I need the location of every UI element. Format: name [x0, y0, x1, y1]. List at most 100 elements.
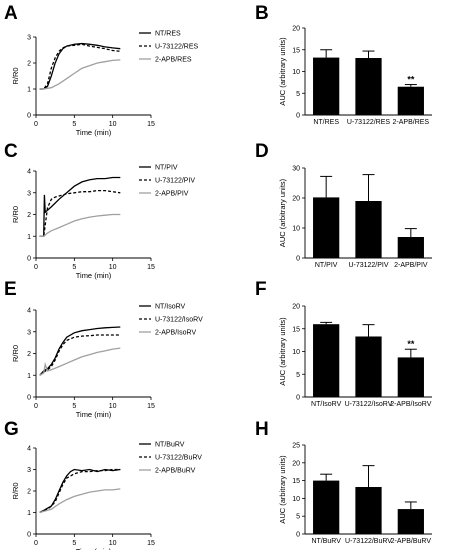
- x-tick-label: 5: [72, 264, 76, 271]
- y-axis-label: R/R0: [11, 67, 20, 84]
- x-tick-label: 15: [147, 403, 155, 410]
- legend-label: 2-APB/RES: [155, 57, 192, 64]
- legend-label: NT/PIV: [155, 165, 178, 172]
- panel-letter: E: [4, 279, 17, 300]
- y-tick-label: 1: [27, 87, 31, 94]
- y-tick-label: 10: [292, 69, 300, 76]
- y-tick-label: 3: [27, 35, 31, 42]
- y-tick-label: 2: [27, 489, 31, 496]
- y-tick-label: 10: [292, 496, 300, 503]
- series-line: [39, 43, 121, 90]
- y-tick-label: 15: [292, 47, 300, 54]
- category-label: NT/BuRV: [311, 538, 341, 545]
- y-tick-label: 2: [27, 351, 31, 358]
- y-tick-label: 3: [27, 190, 31, 197]
- y-axis-label: R/R0: [11, 482, 20, 499]
- y-axis-label: R/R0: [11, 206, 20, 223]
- panel-letter: F: [255, 279, 267, 300]
- y-tick-label: 1: [27, 373, 31, 380]
- legend-label: U-73122/BuRV: [155, 455, 202, 462]
- x-tick-label: 0: [34, 403, 38, 410]
- legend-label: 2-APB/PIV: [155, 191, 189, 198]
- y-tick-label: 0: [27, 113, 31, 120]
- y-tick-label: 0: [27, 395, 31, 402]
- x-tick-label: 15: [147, 121, 155, 128]
- y-axis-label: AUC (arbitrary units): [278, 37, 287, 106]
- series-line: [39, 468, 121, 514]
- x-tick-label: 0: [34, 121, 38, 128]
- bar: [397, 86, 424, 115]
- y-tick-label: 0: [296, 113, 300, 120]
- category-label: 2-APB/PIV: [394, 262, 428, 269]
- y-tick-label: 10: [292, 226, 300, 233]
- panel-letter: H: [255, 419, 269, 440]
- bar-chart-panel: F 0 5 10 15 20 AUC (arbitrary units) NT/IsoRV U-…: [255, 279, 432, 408]
- x-tick-label: 15: [147, 264, 155, 271]
- series-line: [39, 468, 121, 514]
- legend-label: NT/BuRV: [155, 442, 185, 449]
- panel-letter: C: [4, 141, 18, 162]
- y-tick-label: 2: [27, 61, 31, 68]
- legend-label: U-73122/PIV: [155, 178, 195, 185]
- line-chart-panel: C 0 1 2 3 4 0 5 10 15 Time (min) R/R0 NT/PIV U-73122/…: [4, 141, 195, 280]
- significance-label: **: [407, 75, 415, 85]
- significance-label: **: [407, 339, 415, 349]
- x-tick-label: 10: [109, 264, 117, 271]
- y-tick-label: 20: [292, 460, 300, 467]
- series-line: [39, 488, 121, 514]
- bar: [355, 336, 382, 397]
- y-axis-label: AUC (arbitrary units): [278, 455, 287, 524]
- y-tick-label: 0: [296, 532, 300, 539]
- panel-letter: G: [4, 419, 19, 440]
- y-tick-label: 3: [27, 329, 31, 336]
- y-tick-label: 1: [27, 234, 31, 241]
- bar: [355, 201, 382, 258]
- bar-chart-panel: H 0 5 10 15 20 25 AUC (arbitrary units) NT/BuRV U…: [255, 419, 432, 545]
- legend-label: 2-APB/IsoRV: [155, 330, 196, 337]
- x-axis-label: Time (min): [76, 271, 112, 280]
- legend-label: 2-APB/BuRV: [155, 468, 196, 475]
- category-label: 2-APB/RES: [393, 119, 430, 126]
- category-label: 2-APB/BuRV: [391, 538, 432, 545]
- legend-label: NT/RES: [155, 31, 181, 38]
- y-tick-label: 25: [292, 443, 300, 450]
- x-axis-label: Time (min): [76, 128, 112, 137]
- x-tick-label: 0: [34, 264, 38, 271]
- y-tick-label: 5: [296, 91, 300, 98]
- x-tick-label: 10: [109, 540, 117, 547]
- x-axis-label: Time (min): [76, 410, 112, 419]
- category-label: NT/PIV: [315, 262, 338, 269]
- y-tick-label: 15: [292, 326, 300, 333]
- x-tick-label: 5: [72, 403, 76, 410]
- x-tick-label: 5: [72, 540, 76, 547]
- series-line: [39, 334, 121, 376]
- y-tick-label: 4: [27, 308, 31, 315]
- series-line: [39, 213, 121, 237]
- series-line: [39, 59, 121, 90]
- category-label: NT/RES: [313, 119, 339, 126]
- y-tick-label: 0: [27, 256, 31, 263]
- category-label: U-73122/PIV: [348, 262, 388, 269]
- x-tick-label: 10: [109, 403, 117, 410]
- series-line: [39, 326, 121, 376]
- line-chart-panel: A 0 1 2 3 0 5 10 15 Time (min) R/R0 NT/RES U-73122/R…: [4, 3, 199, 137]
- y-tick-label: 20: [292, 304, 300, 311]
- bar-chart-panel: B 0 5 10 15 20 AUC (arbitrary units) NT/RES U-73…: [255, 3, 432, 126]
- y-axis-label: R/R0: [11, 345, 20, 362]
- y-axis-label: AUC (arbitrary units): [278, 178, 287, 247]
- y-tick-label: 0: [296, 395, 300, 402]
- line-chart-panel: G 0 1 2 3 4 0 5 10 15 Time (min) R/R0 NT/BuRV U-73122…: [4, 419, 202, 550]
- bar: [313, 324, 340, 397]
- legend-label: U-73122/RES: [155, 44, 199, 51]
- panel-letter: D: [255, 141, 269, 162]
- panel-letter: A: [4, 3, 18, 24]
- bar: [355, 487, 382, 534]
- x-tick-label: 10: [109, 121, 117, 128]
- panel-letter: B: [255, 3, 269, 24]
- x-tick-label: 5: [72, 121, 76, 128]
- category-label: NT/IsoRV: [311, 401, 342, 408]
- y-tick-label: 5: [296, 372, 300, 379]
- y-tick-label: 2: [27, 212, 31, 219]
- series-line: [39, 347, 121, 376]
- y-tick-label: 10: [292, 349, 300, 356]
